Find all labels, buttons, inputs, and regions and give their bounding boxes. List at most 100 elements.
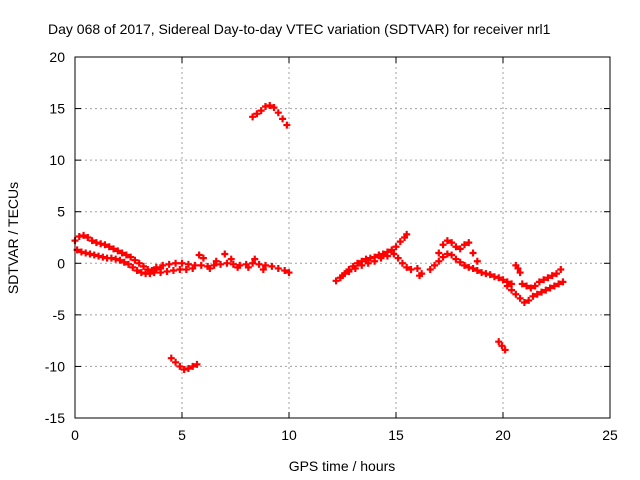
data-point <box>125 260 132 268</box>
data-point <box>182 265 190 273</box>
y-tick-label: 0 <box>57 255 65 271</box>
data-point <box>516 269 524 277</box>
x-tick-label: 20 <box>495 427 511 443</box>
data-point <box>448 239 456 247</box>
data-point <box>105 243 113 251</box>
data-point <box>268 262 276 270</box>
data-point <box>172 259 180 267</box>
data-point <box>514 264 522 272</box>
data-point <box>529 292 537 300</box>
series-arc-b-lower <box>157 264 197 277</box>
data-point <box>101 241 109 249</box>
data-point <box>131 256 139 264</box>
data-point <box>206 264 214 272</box>
data-point <box>358 261 366 269</box>
data-point <box>407 265 415 273</box>
data-point <box>283 121 291 129</box>
data-point <box>176 362 184 370</box>
data-point <box>139 262 147 270</box>
x-tick-labels: 0 5 10 15 20 25 <box>71 427 618 443</box>
data-point <box>460 261 468 269</box>
data-point <box>189 264 197 272</box>
data-point <box>398 259 406 267</box>
y-tick-label: 10 <box>49 152 65 168</box>
data-point <box>84 234 92 241</box>
data-point <box>503 282 511 290</box>
data-point <box>223 259 231 267</box>
data-point <box>176 265 184 273</box>
data-point <box>527 284 535 292</box>
x-tick-label: 25 <box>602 427 618 443</box>
data-point <box>221 250 229 258</box>
data-point <box>345 268 353 276</box>
data-point <box>418 270 426 278</box>
data-point <box>495 274 503 282</box>
data-point <box>253 110 261 118</box>
data-point <box>439 241 447 249</box>
series-arc-b-bumps <box>195 250 267 273</box>
data-point <box>195 251 203 259</box>
data-point <box>251 255 259 263</box>
data-point <box>431 261 439 269</box>
series-arc-g <box>426 250 516 288</box>
data-point <box>377 254 385 262</box>
data-point <box>371 257 379 265</box>
data-point <box>167 354 175 362</box>
data-point <box>116 256 124 264</box>
data-point <box>396 238 404 246</box>
data-point <box>443 237 451 245</box>
data-point <box>255 260 263 268</box>
data-point <box>535 278 543 286</box>
data-point <box>274 264 282 272</box>
data-point <box>135 259 143 267</box>
data-point <box>122 251 130 259</box>
data-point <box>392 243 400 251</box>
data-point <box>169 267 177 275</box>
data-point <box>118 249 126 257</box>
data-point <box>495 338 503 346</box>
data-point <box>518 280 526 288</box>
y-tick-labels: -15 -10 -5 0 5 10 15 20 <box>45 49 65 426</box>
data-point <box>279 115 287 123</box>
data-point <box>439 253 447 261</box>
x-tick-label: 15 <box>388 427 404 443</box>
data-point <box>542 286 550 294</box>
data-point <box>435 257 443 265</box>
data-point <box>178 259 186 267</box>
series-arc-b <box>152 259 293 277</box>
data-point <box>473 257 481 265</box>
series-arc-c <box>167 354 201 374</box>
data-point <box>460 241 468 249</box>
data-point <box>210 261 218 269</box>
series-arc-j-upper <box>518 265 565 292</box>
series-arc-g-upper <box>435 237 481 265</box>
series-arc-f <box>413 264 426 280</box>
data-point <box>261 261 269 269</box>
data-point <box>508 286 516 294</box>
y-tick-label: 5 <box>57 204 65 220</box>
data-point <box>281 267 289 275</box>
data-point <box>259 265 267 273</box>
data-point <box>229 260 237 268</box>
y-tick-label: -10 <box>45 358 65 374</box>
data-point <box>520 298 528 306</box>
data-point <box>257 107 265 115</box>
data-point <box>159 261 167 269</box>
data-point <box>234 263 242 271</box>
data-point <box>469 249 477 257</box>
data-point <box>512 290 520 298</box>
data-point <box>163 268 171 276</box>
data-point <box>197 261 205 269</box>
data-point <box>157 269 165 277</box>
data-point <box>217 260 225 268</box>
x-axis-title: GPS time / hours <box>289 458 396 474</box>
data-point <box>184 260 192 268</box>
data-point <box>456 258 464 266</box>
data-point <box>285 269 293 277</box>
data-point <box>413 264 421 272</box>
data-point <box>508 280 516 288</box>
data-point <box>469 264 477 272</box>
series-arc-d <box>249 101 291 129</box>
data-point <box>383 252 391 260</box>
data-point <box>193 360 201 368</box>
